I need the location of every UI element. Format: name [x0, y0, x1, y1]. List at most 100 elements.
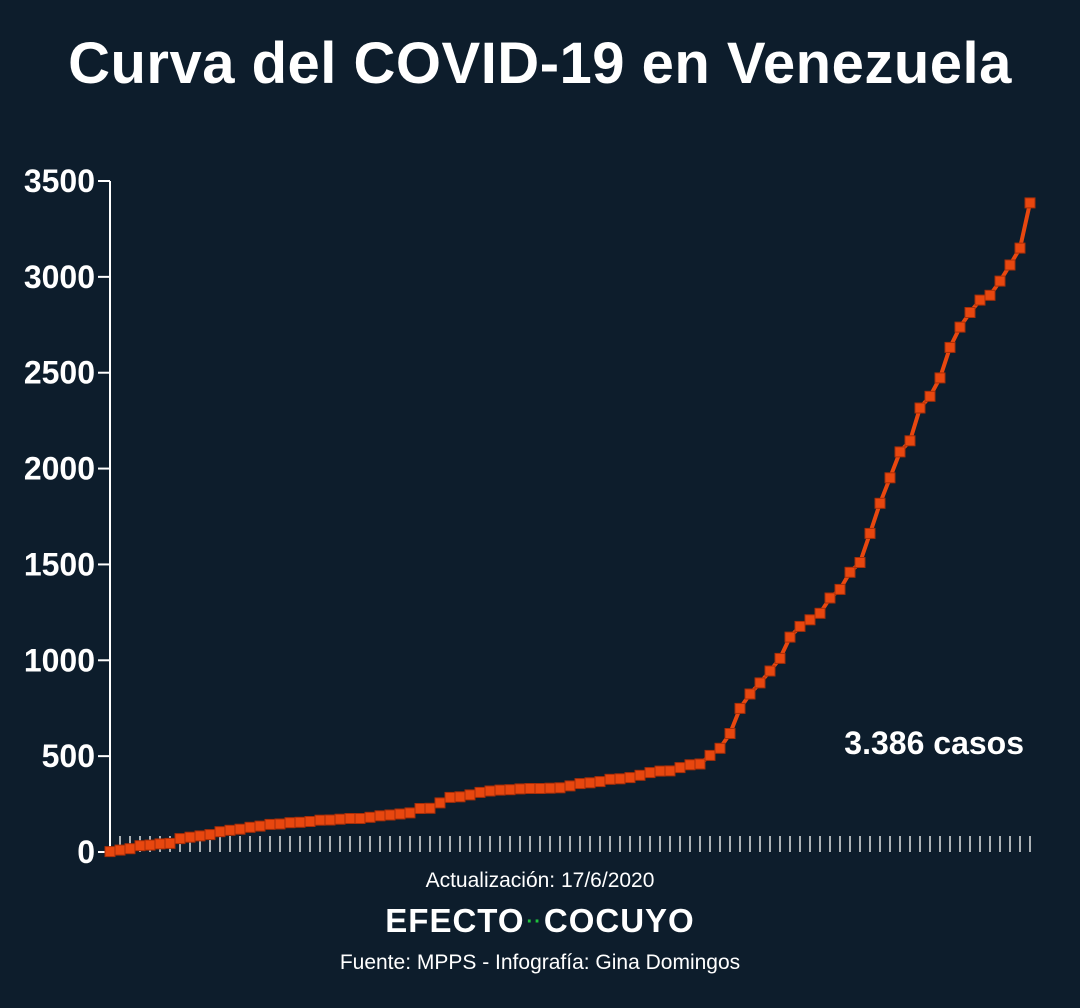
data-point-marker — [644, 767, 656, 779]
data-point-marker — [694, 758, 706, 770]
data-point-marker — [734, 702, 746, 714]
chart-title: Curva del COVID-19 en Venezuela — [68, 31, 1012, 96]
y-tick-label: 3000 — [24, 259, 95, 295]
data-point-marker — [1004, 259, 1016, 271]
data-point-marker — [264, 818, 276, 830]
data-point-marker — [284, 817, 296, 829]
efecto-cocuyo-logo: EFECTO ··COCUYO — [0, 902, 1080, 940]
data-point-marker — [174, 833, 186, 845]
y-tick-label: 500 — [42, 738, 95, 774]
data-point-marker — [964, 307, 976, 318]
data-point-marker — [1024, 197, 1036, 209]
data-point-marker — [804, 614, 816, 626]
data-point-marker — [164, 837, 176, 849]
data-point-marker — [154, 838, 166, 850]
data-point-marker — [1014, 242, 1026, 254]
data-point-marker — [994, 275, 1006, 287]
data-point-marker — [744, 688, 756, 700]
data-point-marker — [834, 583, 846, 595]
data-point-marker — [724, 728, 736, 739]
y-tick-label: 1000 — [24, 642, 95, 678]
data-point-marker — [704, 749, 716, 761]
data-point-marker — [344, 813, 356, 824]
data-point-marker — [144, 839, 156, 851]
data-point-marker — [924, 390, 936, 402]
data-point-marker — [534, 783, 546, 794]
x-tick-marks — [109, 836, 1031, 852]
data-point-marker — [354, 813, 366, 824]
y-tick-label: 0 — [77, 834, 95, 870]
total-cases-annotation: 3.386 casos — [844, 725, 1024, 761]
data-point-marker — [904, 435, 916, 447]
data-point-marker — [204, 829, 216, 841]
data-point-marker — [914, 402, 926, 414]
data-point-marker — [594, 776, 606, 788]
data-point-marker — [414, 803, 426, 814]
data-point-marker — [794, 620, 806, 632]
data-point-marker — [614, 773, 626, 785]
data-point-marker — [584, 777, 596, 789]
data-point-marker — [984, 289, 996, 301]
data-point-marker — [484, 785, 496, 797]
logo-dots: ·· — [526, 911, 542, 933]
data-point-marker — [754, 677, 766, 689]
data-point-marker — [934, 372, 946, 384]
data-point-marker — [514, 783, 526, 795]
data-point-marker — [464, 789, 476, 801]
y-tick-labels: 0 500 1000 1500 2000 2500 3000 3500 — [24, 163, 110, 870]
data-point-marker — [364, 811, 376, 823]
data-point-marker — [864, 527, 876, 539]
data-point-marker — [884, 472, 896, 484]
logo-word-efecto: EFECTO — [385, 902, 525, 939]
data-point-marker — [304, 816, 316, 827]
data-point-marker — [104, 846, 116, 858]
data-point-marker — [334, 813, 346, 825]
data-point-marker — [424, 802, 436, 814]
data-point-marker — [394, 808, 406, 820]
data-point-marker — [854, 557, 866, 568]
data-point-marker — [224, 824, 236, 836]
data-point-marker — [634, 769, 646, 781]
cases-series — [104, 197, 1036, 858]
data-point-marker — [314, 814, 326, 826]
update-date: Actualización: 17/6/2020 — [425, 869, 655, 892]
data-point-marker — [624, 772, 636, 784]
data-point-marker — [444, 791, 456, 803]
data-point-marker — [574, 778, 586, 790]
data-point-marker — [324, 814, 336, 826]
data-point-marker — [944, 341, 956, 353]
y-tick-label: 1500 — [24, 546, 95, 582]
data-point-marker — [784, 631, 796, 643]
data-point-marker — [194, 830, 206, 842]
data-point-marker — [294, 816, 306, 828]
data-point-marker — [894, 446, 906, 458]
y-tick-label: 2500 — [24, 355, 95, 391]
data-point-marker — [844, 566, 856, 578]
data-point-marker — [454, 791, 466, 803]
data-point-marker — [564, 780, 576, 792]
data-point-marker — [184, 831, 196, 843]
data-point-marker — [234, 823, 246, 835]
data-point-marker — [374, 810, 386, 822]
data-point-marker — [874, 497, 886, 509]
data-point-marker — [114, 844, 126, 856]
data-point-marker — [214, 826, 226, 838]
data-point-marker — [474, 786, 486, 798]
data-point-marker — [684, 759, 696, 771]
data-point-marker — [764, 665, 776, 677]
data-point-marker — [274, 818, 286, 830]
data-point-marker — [524, 783, 536, 794]
data-point-marker — [954, 321, 966, 333]
data-point-marker — [384, 809, 396, 821]
source-credit: Fuente: MPPS - Infografía: Gina Domingos — [339, 951, 741, 974]
data-point-marker — [814, 607, 826, 619]
data-point-marker — [654, 765, 666, 777]
data-point-marker — [664, 765, 676, 777]
data-point-marker — [434, 797, 446, 809]
data-point-marker — [124, 843, 136, 855]
y-tick-label: 2000 — [24, 451, 95, 487]
data-point-marker — [504, 784, 516, 796]
data-point-marker — [134, 840, 146, 852]
